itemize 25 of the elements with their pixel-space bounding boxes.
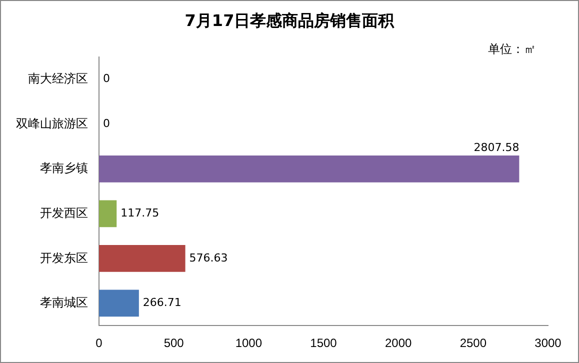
data-label: 576.63 — [189, 251, 228, 264]
data-label: 0 — [103, 117, 110, 130]
y-tick-label: 双峰山旅游区 — [16, 116, 88, 130]
text: 单位：㎡ — [488, 41, 536, 58]
x-tick-label: 3000 — [534, 336, 562, 350]
x-tick-label: 2000 — [384, 336, 412, 350]
y-tick-label: 开发西区 — [40, 206, 88, 220]
data-label: 0 — [103, 72, 110, 86]
x-tick-label: 2500 — [460, 336, 487, 350]
y-tick-label: 孝南城区 — [40, 296, 88, 310]
data-label: 266.71 — [142, 296, 182, 310]
y-tick-label: 开发东区 — [40, 250, 88, 265]
y-tick-label: 孝南乡镇 — [40, 161, 88, 176]
bar — [99, 200, 117, 228]
chart-title: 7月17日孝感商品房销售面积 — [184, 11, 396, 32]
bar — [99, 155, 520, 182]
data-label: 2807.58 — [474, 140, 520, 154]
y-tick-label: 南大经济区 — [28, 72, 88, 86]
x-tick-label: 1500 — [310, 336, 338, 350]
data-label: 117.75 — [120, 206, 160, 220]
x-tick-label: 500 — [164, 336, 184, 350]
bar — [99, 290, 139, 317]
bar — [99, 245, 186, 272]
x-tick-label: 1000 — [235, 336, 262, 350]
x-tick-label: 0 — [96, 336, 103, 350]
